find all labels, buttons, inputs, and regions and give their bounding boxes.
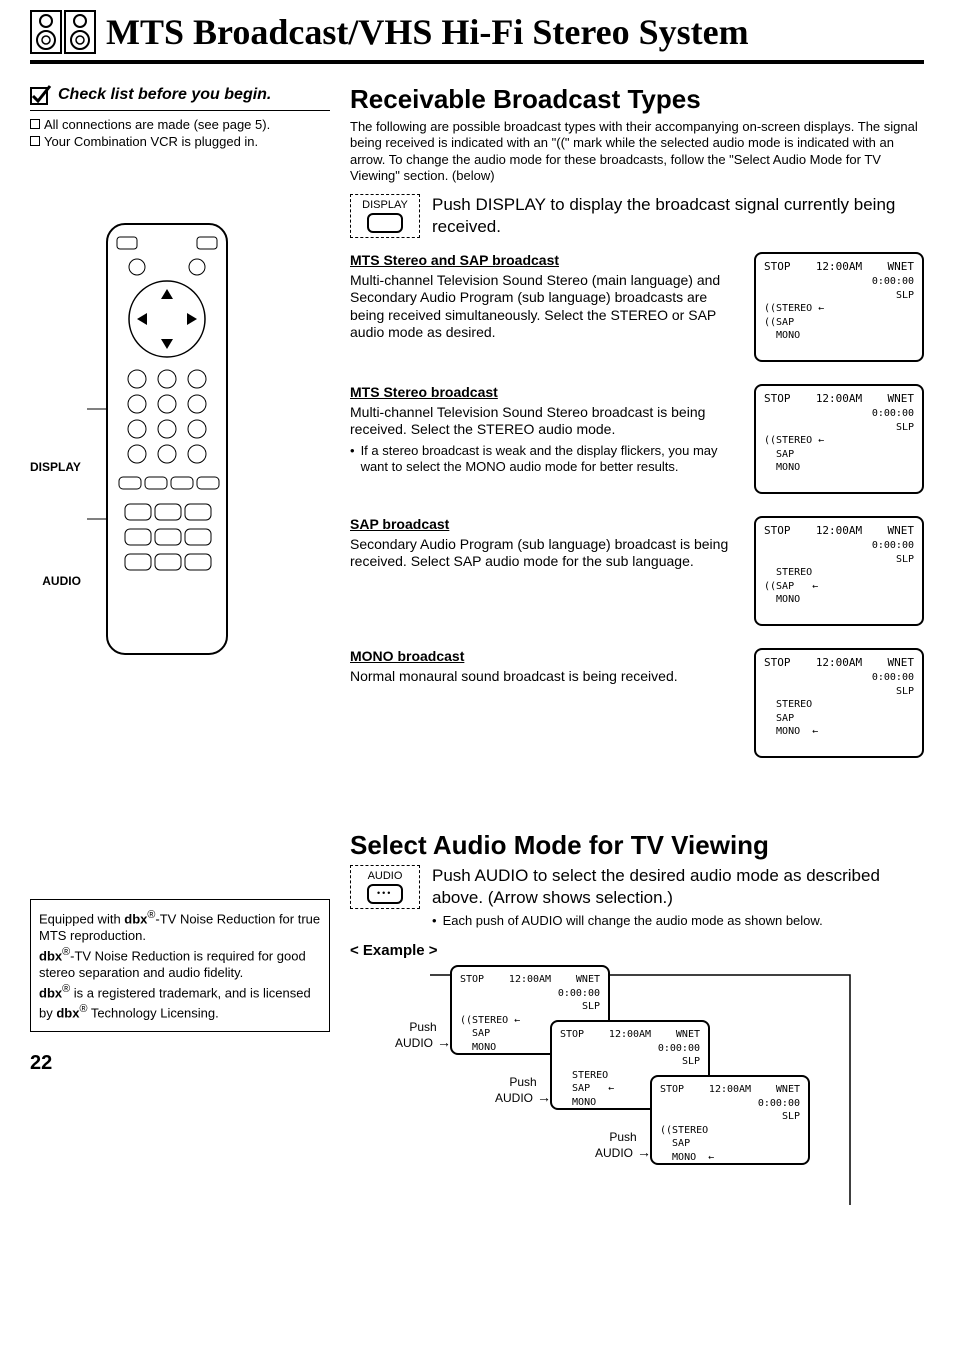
remote-label-display: DISPLAY [30, 460, 81, 474]
display-action-text: Push DISPLAY to display the broadcast si… [432, 194, 924, 238]
osd-display: STOP12:00AMWNET 0:00:00SLP STEREO((SAP ←… [754, 516, 924, 626]
broadcast-body: Secondary Audio Program (sub language) b… [350, 536, 736, 571]
broadcast-body: Multi-channel Television Sound Stereo (m… [350, 272, 736, 342]
speaker-icon [30, 10, 62, 54]
broadcast-title: MONO broadcast [350, 648, 736, 666]
remote-diagram: DISPLAY AUDIO [30, 219, 330, 659]
speaker-icons [30, 10, 96, 54]
audio-bullet: •Each push of AUDIO will change the audi… [432, 913, 924, 928]
push-audio-label: PushAUDIO [595, 1130, 651, 1160]
example-heading: < Example > [350, 942, 924, 959]
checklist-item: Your Combination VCR is plugged in. [30, 134, 330, 149]
audio-button-diagram: AUDIO ••• [350, 865, 420, 909]
checklist-heading-text: Check list before you begin. [58, 86, 271, 104]
section-title: Receivable Broadcast Types [350, 84, 924, 115]
speaker-icon [64, 10, 96, 54]
checklist-heading: Check list before you begin. [30, 84, 330, 111]
osd-display: STOP12:00AMWNET 0:00:00SLP STEREO SAP MO… [754, 648, 924, 758]
checkmark-icon [30, 84, 52, 106]
osd-display: STOP12:00AMWNET 0:00:00SLP ((STEREO SAP … [650, 1075, 810, 1165]
push-audio-label: PushAUDIO [395, 1020, 451, 1050]
dbx-info-box: Equipped with dbx®-TV Noise Reduction fo… [30, 899, 330, 1032]
remote-label-audio: AUDIO [30, 574, 81, 588]
broadcast-title: SAP broadcast [350, 516, 736, 534]
audio-action-text: Push AUDIO to select the desired audio m… [432, 865, 924, 909]
section-title: Select Audio Mode for TV Viewing [350, 830, 924, 861]
page-title: MTS Broadcast/VHS Hi-Fi Stereo System [106, 11, 749, 53]
broadcast-block: MONO broadcast Normal monaural sound bro… [350, 648, 924, 758]
osd-display: STOP12:00AMWNET 0:00:00SLP ((STEREO ← SA… [754, 384, 924, 494]
broadcast-body: Multi-channel Television Sound Stereo br… [350, 404, 736, 439]
display-button-diagram: DISPLAY [350, 194, 420, 238]
push-audio-label: PushAUDIO [495, 1075, 551, 1105]
broadcast-block: MTS Stereo broadcast Multi-channel Telev… [350, 384, 924, 494]
example-cascade: STOP12:00AMWNET 0:00:00SLP ((STEREO ← SA… [370, 965, 924, 1225]
broadcast-title: MTS Stereo broadcast [350, 384, 736, 402]
display-action: DISPLAY Push DISPLAY to display the broa… [350, 194, 924, 238]
osd-display: STOP12:00AMWNET 0:00:00SLP ((STEREO ←((S… [754, 252, 924, 362]
remote-icon [87, 219, 237, 659]
broadcast-title: MTS Stereo and SAP broadcast [350, 252, 736, 270]
broadcast-bullet: •If a stereo broadcast is weak and the d… [350, 443, 736, 476]
broadcast-block: SAP broadcast Secondary Audio Program (s… [350, 516, 924, 626]
checklist-item: All connections are made (see page 5). [30, 117, 330, 132]
broadcast-body: Normal monaural sound broadcast is being… [350, 668, 736, 686]
section-intro: The following are possible broadcast typ… [350, 119, 924, 184]
broadcast-block: MTS Stereo and SAP broadcast Multi-chann… [350, 252, 924, 362]
audio-action: AUDIO ••• Push AUDIO to select the desir… [350, 865, 924, 928]
page-number: 22 [30, 1052, 330, 1075]
page-header: MTS Broadcast/VHS Hi-Fi Stereo System [30, 10, 924, 64]
